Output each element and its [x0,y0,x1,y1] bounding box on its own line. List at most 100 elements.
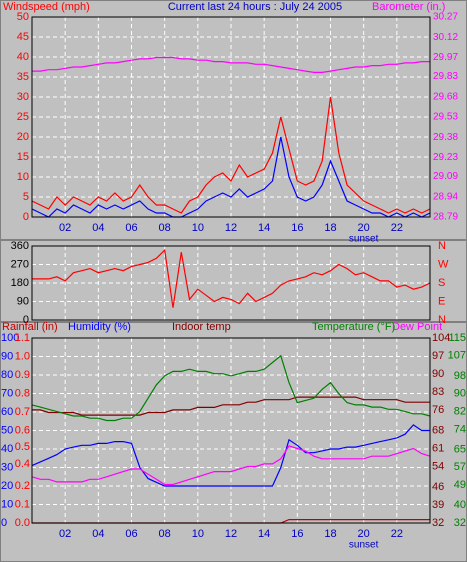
y-tick-label: 100 [1,332,19,344]
y-tick-label: 10 [17,171,29,183]
y3-tick-label: 90 [432,368,444,380]
y2-tick-label: 0.5 [15,441,30,453]
y3-tick-label: 97 [432,350,444,362]
y-tick-label: 30 [17,91,29,103]
x-tick-label: 12 [225,528,237,540]
y3-tick-label: 68 [432,424,444,436]
y4-tick-label: 74 [454,423,466,435]
y-tick-label: 20 [17,131,29,143]
series-line [31,354,431,422]
y4-tick-label: 90 [454,388,466,400]
x-tick-label: 04 [92,528,104,540]
chart-title: Current last 24 hours : July 24 2005 [168,1,342,13]
y-tick-label: 40 [1,443,13,455]
series-line [31,136,431,218]
y2-axis-label: Barometer (in.) [372,1,445,13]
y2-tick-label: 29.09 [433,171,458,182]
y-tick-label: 50 [1,424,13,436]
wind-panel [0,0,467,240]
y3-tick-label: 76 [432,404,444,416]
y4-tick-label: 32 [454,517,466,529]
y-tick-label: 5 [23,191,29,203]
x-tick-label: 16 [291,222,303,234]
y-tick-label: 0 [23,314,29,326]
x-tick-label: 04 [92,222,104,234]
x-tick-label: 06 [125,528,137,540]
y2-tick-label: S [438,277,445,289]
y3-tick-label: 104 [432,332,450,344]
y2-tick-label: 0.9 [15,369,30,381]
series-line [31,96,431,214]
x-tick-label: 02 [59,528,71,540]
series-line [32,56,430,73]
y2-tick-label: 29.68 [433,91,458,102]
x-tick-label: 14 [258,222,270,234]
y-tick-label: 10 [1,498,13,510]
series-line [32,248,431,308]
y2-tick-label: 1.1 [15,332,30,344]
y4-tick-label: 57 [454,461,466,473]
y2-tick-label: 0.7 [15,406,30,418]
y4-tick-label: 115 [448,332,466,344]
y-tick-label: 45 [17,31,29,43]
y-tick-label: 40 [17,51,29,63]
y3-tick-label: 46 [432,481,444,493]
y4-tick-label: 65 [454,443,466,455]
y2-tick-label: 1.0 [15,350,30,362]
y3-tick-label: 54 [432,460,444,472]
y3-tick-label: 83 [432,386,444,398]
y2-tick-label: 0.4 [15,458,30,470]
y-tick-label: 0 [1,517,7,529]
y2-tick-label: 0.1 [15,498,30,510]
y2-tick-label: 29.23 [433,152,458,163]
y2-tick-label: N [438,314,446,326]
y-tick-label: 70 [1,387,13,399]
x-tick-label: 02 [59,222,71,234]
y-tick-label: 270 [11,258,29,270]
legend-entry: Temperature (°F) [312,321,395,333]
x-tick-label: 18 [324,528,336,540]
x-tick-label: 10 [192,222,204,234]
y2-tick-label: 0.2 [15,480,30,492]
plot-frame [31,337,431,524]
y2-tick-label: 29.97 [433,52,458,63]
y-tick-label: 15 [17,151,29,163]
y2-tick-label: 0.8 [15,387,30,399]
x-tick-label: 20 [358,528,370,540]
y2-tick-label: 29.83 [433,71,458,82]
annotation: sunset [349,234,379,245]
y2-tick-label: 30.12 [433,32,458,43]
y2-tick-label: 28.79 [433,212,458,223]
legend-entry: Humidity (%) [68,321,131,333]
x-tick-label: 22 [391,222,403,234]
y-tick-label: 180 [11,277,29,289]
y2-tick-label: 28.94 [433,191,458,202]
y-tick-label: 80 [1,369,13,381]
y4-tick-label: 82 [454,405,466,417]
plot-frame [31,16,431,218]
y-tick-label: 30 [1,461,13,473]
y4-tick-label: 49 [454,479,466,491]
y-tick-label: 20 [1,480,13,492]
y3-tick-label: 39 [432,499,444,511]
x-tick-label: 08 [159,528,171,540]
y2-tick-label: 29.53 [433,112,458,123]
y-axis-label: Windspeed (mph) [3,1,90,13]
legend-entry: Rainfall (in) [2,321,58,333]
x-tick-label: 16 [291,528,303,540]
x-tick-label: 08 [159,222,171,234]
legend-entry: Indoor temp [172,321,231,333]
x-tick-label: 12 [225,222,237,234]
y3-tick-label: 32 [432,517,444,529]
y2-tick-label: E [438,295,445,307]
x-tick-label: 20 [358,222,370,234]
y4-tick-label: 107 [448,350,466,362]
y-tick-label: 90 [17,295,29,307]
series-line [32,396,430,416]
y4-tick-label: 40 [454,499,466,511]
y-tick-label: 90 [1,350,13,362]
y2-tick-label: 29.38 [433,132,458,143]
y-tick-label: 50 [17,11,29,23]
